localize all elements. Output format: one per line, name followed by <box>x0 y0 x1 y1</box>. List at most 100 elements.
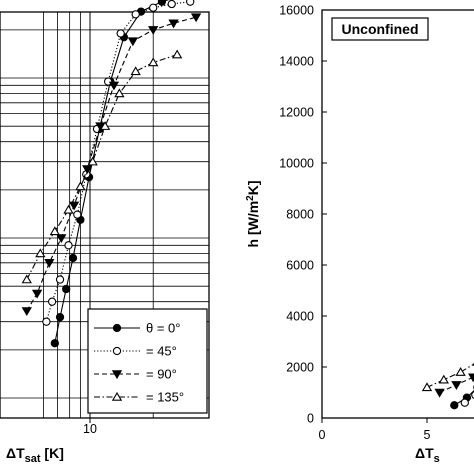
right-axis-ticks: 0200040006000800010000120001400016000051… <box>279 4 431 443</box>
left-data-point <box>114 88 125 98</box>
legend-label: = 45° <box>146 344 177 359</box>
right-data-point <box>468 373 474 383</box>
left-data-point <box>64 241 73 250</box>
right-y-axis-label-main: h [W/m <box>245 201 261 248</box>
right-series-2 <box>434 373 474 398</box>
right-ytick-label: 16000 <box>279 4 314 18</box>
right-ytick-label: 14000 <box>279 55 314 69</box>
right-data-point <box>450 401 459 410</box>
legend-marker <box>112 323 122 333</box>
left-x-axis-label-sub: sat <box>25 453 41 465</box>
right-data-point <box>460 398 469 407</box>
right-y-axis-label-end: K] <box>245 181 261 196</box>
left-data-point <box>47 297 57 306</box>
left-series-line <box>54 0 170 344</box>
left-data-point <box>168 19 179 29</box>
right-xtick-label: 0 <box>319 428 326 442</box>
right-data-point <box>421 382 433 392</box>
right-data-point <box>455 367 466 376</box>
annotation-unconfined: Unconfined <box>342 21 419 37</box>
left-series-2 <box>21 13 202 317</box>
left-data-point <box>87 156 98 166</box>
left-data-point <box>116 29 125 38</box>
left-data-point <box>62 284 71 294</box>
left-series-3 <box>21 49 183 284</box>
right-ytick-label: 8000 <box>286 208 314 222</box>
left-data-point <box>35 248 46 258</box>
left-data-point <box>21 307 32 317</box>
right-ytick-label: 12000 <box>279 106 314 120</box>
legend-label: = 90° <box>146 367 177 382</box>
legend-marker <box>112 346 122 356</box>
left-data-point <box>186 0 195 6</box>
right-plot-frame <box>321 9 474 419</box>
left-data-point <box>31 289 43 299</box>
left-series-1 <box>42 0 195 326</box>
left-series-group <box>21 0 202 348</box>
right-xtick-label: 5 <box>424 428 431 442</box>
right-x-axis-label: ΔTs <box>415 445 440 465</box>
right-series-line <box>426 363 474 388</box>
left-x-axis-label: ΔTsat [K] <box>6 445 64 465</box>
left-data-point <box>44 259 55 268</box>
left-plot-frame <box>0 11 210 419</box>
left-data-point <box>148 26 159 35</box>
left-data-point <box>49 226 60 236</box>
right-ytick-label: 0 <box>307 412 314 426</box>
left-data-point <box>50 339 59 348</box>
right-series-line <box>439 375 474 394</box>
right-x-axis-label-base: ΔT <box>415 445 434 461</box>
right-ytick-label: 6000 <box>286 259 314 273</box>
left-data-point <box>131 10 140 19</box>
left-data-point <box>55 275 65 284</box>
right-series-0 <box>450 385 474 410</box>
left-data-point <box>55 313 65 322</box>
right-series-3 <box>421 362 474 392</box>
annotation-box <box>331 17 429 41</box>
left-panel: θ = 0° = 45° = 90° = 135° 10 ΔTsat [K] <box>0 0 210 465</box>
left-data-point <box>157 0 167 6</box>
legend-marker <box>111 370 123 380</box>
left-data-point <box>75 181 86 191</box>
left-xtick-label: 10 <box>83 422 97 436</box>
right-data-point <box>451 381 462 390</box>
left-data-point <box>167 0 176 9</box>
right-data-point <box>438 374 449 384</box>
right-series-1 <box>460 391 474 407</box>
right-ytick-label: 2000 <box>286 361 314 375</box>
right-data-point <box>434 388 445 398</box>
left-data-point <box>148 57 159 67</box>
left-legend-box <box>87 308 208 414</box>
right-panel: 0200040006000800010000120001400016000051… <box>245 4 474 465</box>
right-ytick-label: 10000 <box>279 157 314 171</box>
left-data-point <box>127 37 139 47</box>
left-data-point <box>171 49 183 59</box>
right-data-point <box>471 391 474 399</box>
right-series-line <box>464 395 474 404</box>
left-data-point <box>99 121 111 130</box>
left-grid <box>0 12 209 423</box>
left-series-line <box>26 54 178 280</box>
left-data-point <box>63 204 74 214</box>
left-data-point <box>68 201 80 211</box>
left-x-axis-label-base: ΔT <box>6 445 25 461</box>
legend-marker <box>111 391 123 401</box>
right-y-axis-label: h [W/m2K] <box>245 181 261 248</box>
right-series-group <box>421 362 474 410</box>
right-series-line <box>454 389 474 406</box>
left-data-point <box>73 210 82 219</box>
left-data-point <box>108 81 120 91</box>
left-data-point <box>190 13 202 23</box>
right-y-axis-label-sup: 2 <box>245 195 256 201</box>
right-x-axis-label-sub: s <box>434 453 440 465</box>
left-data-point <box>42 317 51 326</box>
left-series-0 <box>50 0 170 348</box>
left-data-point <box>68 253 78 263</box>
left-data-point <box>21 274 32 284</box>
left-data-point <box>56 234 67 244</box>
right-ytick-label: 4000 <box>286 310 314 324</box>
left-x-axis-label-unit: [K] <box>41 445 64 461</box>
left-data-point <box>130 66 141 76</box>
legend-label: = 135° <box>146 390 184 405</box>
